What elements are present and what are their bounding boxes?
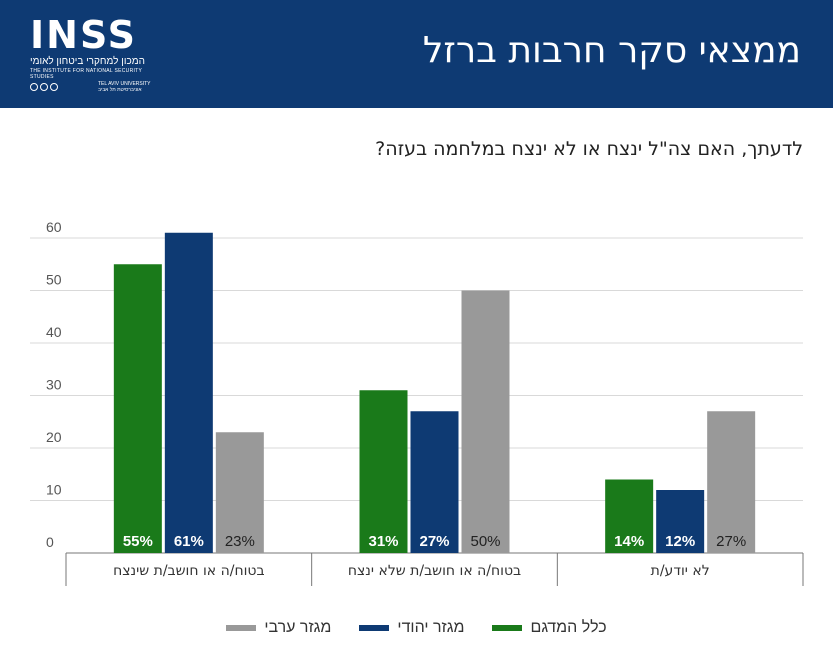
data-label: 27% — [419, 533, 449, 550]
legend-label: מגזר ערבי — [264, 619, 332, 636]
y-tick-label: 50 — [46, 272, 62, 288]
y-tick-label: 60 — [46, 219, 62, 235]
legend-swatch — [492, 625, 523, 631]
x-tick-label: לא יודע/ת — [651, 563, 710, 579]
legend-label: כלל המדגם — [530, 619, 607, 636]
data-label: 12% — [665, 533, 695, 550]
data-label: 14% — [614, 533, 644, 550]
data-label: 55% — [123, 533, 153, 550]
header-banner: INSS המכון למחקרי ביטחון לאומי THE INSTI… — [0, 0, 833, 108]
y-tick-label: 0 — [46, 534, 54, 550]
data-label: 50% — [470, 533, 500, 550]
data-label: 23% — [225, 533, 255, 550]
bar — [359, 390, 408, 553]
x-tick-label: בטוח/ה או חושב/ת שינצח — [113, 563, 265, 579]
inss-logo: INSS המכון למחקרי ביטחון לאומי THE INSTI… — [30, 16, 160, 94]
y-tick-label: 40 — [46, 324, 62, 340]
chart-title: לדעתך, האם צה"ל ינצח או לא ינצח במלחמה ב… — [375, 138, 803, 160]
logo-wordmark: INSS — [30, 13, 137, 57]
bar — [656, 490, 705, 553]
legend-swatch — [226, 625, 257, 631]
bar — [164, 232, 213, 553]
data-label: 61% — [174, 533, 204, 550]
bar — [215, 432, 264, 553]
y-tick-label: 30 — [46, 377, 62, 393]
legend-swatch — [359, 625, 390, 631]
x-tick-label: בטוח/ה או חושב/ת שלא ינצח — [348, 563, 521, 579]
data-label: 27% — [716, 533, 746, 550]
legend-label: מגזר יהודי — [397, 619, 465, 636]
bar — [707, 411, 756, 553]
logo-circles-icon — [30, 83, 160, 91]
page-title: ממצאי סקר חרבות ברזל — [422, 30, 801, 71]
legend-item: מגזר ערבי — [226, 619, 331, 637]
logo-english-name: THE INSTITUTE FOR NATIONAL SECURITY STUD… — [30, 68, 143, 80]
legend-item: מגזר יהודי — [359, 619, 464, 637]
legend-item: כלל המדגם — [492, 619, 607, 637]
logo-university: TEL AVIV UNIVERSITY אוניברסיטת תל אביב — [98, 81, 151, 93]
bar — [113, 264, 162, 553]
y-tick-label: 20 — [46, 429, 62, 445]
y-tick-label: 10 — [46, 482, 62, 498]
logo-hebrew-name: המכון למחקרי ביטחון לאומי — [30, 56, 145, 67]
bar-chart: 0 10 20 30 40 50 60 55% 61% 23% בטוח/ה או חושב/ת ש… — [30, 219, 804, 586]
bar — [410, 411, 459, 553]
chart-legend: כלל המדגם מגזר יהודי מגזר ערבי — [0, 619, 833, 637]
bar — [461, 290, 510, 553]
data-label: 31% — [368, 533, 398, 550]
bar — [605, 479, 654, 553]
